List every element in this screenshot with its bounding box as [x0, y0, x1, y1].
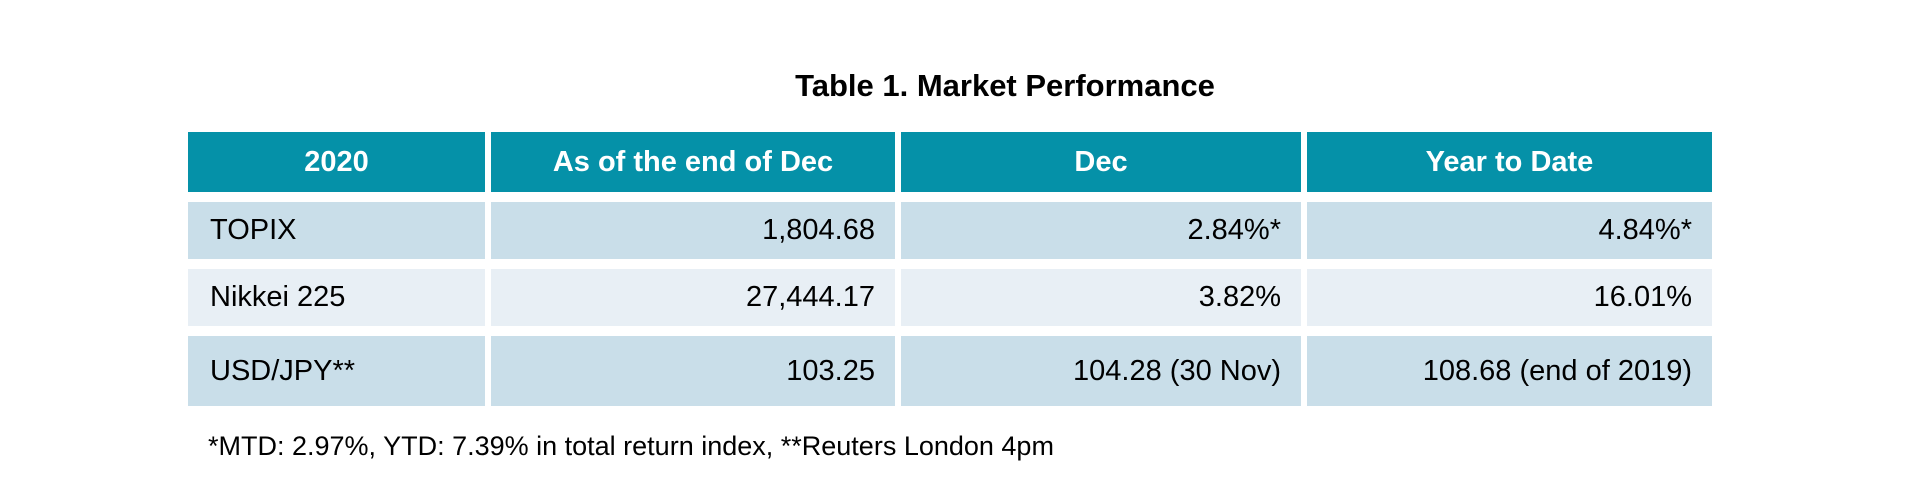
- row-nikkei-label: Nikkei 225: [188, 269, 485, 326]
- header-cell-ytd: Year to Date: [1307, 132, 1712, 192]
- header-cell-end-of-dec: As of the end of Dec: [491, 132, 895, 192]
- row-nikkei-end-of-dec: 27,444.17: [491, 269, 895, 326]
- row-usdjpy-end-of-dec: 103.25: [491, 336, 895, 406]
- row-usdjpy-dec: 104.28 (30 Nov): [901, 336, 1301, 406]
- market-performance-table: 2020 As of the end of Dec Dec Year to Da…: [188, 132, 1712, 406]
- table-title: Table 1. Market Performance: [795, 68, 1215, 103]
- row-topix-dec: 2.84%*: [901, 202, 1301, 259]
- header-cell-dec: Dec: [901, 132, 1301, 192]
- row-usdjpy-ytd: 108.68 (end of 2019): [1307, 336, 1712, 406]
- row-nikkei-dec: 3.82%: [901, 269, 1301, 326]
- row-topix-ytd: 4.84%*: [1307, 202, 1712, 259]
- row-topix-label: TOPIX: [188, 202, 485, 259]
- header-cell-year: 2020: [188, 132, 485, 192]
- row-topix-end-of-dec: 1,804.68: [491, 202, 895, 259]
- table-footnote: *MTD: 2.97%, YTD: 7.39% in total return …: [208, 431, 1054, 461]
- row-usdjpy-label: USD/JPY**: [188, 336, 485, 406]
- row-nikkei-ytd: 16.01%: [1307, 269, 1712, 326]
